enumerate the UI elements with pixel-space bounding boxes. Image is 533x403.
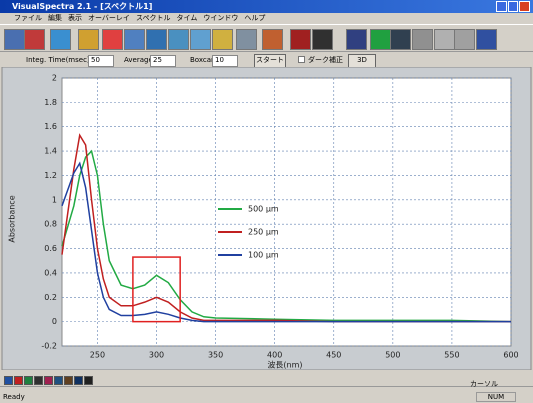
minimize-button[interactable] [496, 1, 507, 12]
y-tick-label: 1.8 [44, 98, 57, 107]
legend-label: 250 µm [248, 228, 279, 237]
toolbar-button[interactable] [190, 29, 211, 50]
color-swatch[interactable] [24, 376, 33, 385]
dark-checkbox-label: ダーク補正 [308, 56, 343, 64]
color-swatch[interactable] [64, 376, 73, 385]
bottom-bar: Ready カーソル NUM [0, 370, 533, 403]
chart: Absorbance 波長(nm) -0.2 0 0.2 0.4 0.6 0.8 1 1.2 1… [1, 67, 532, 370]
dark-checkbox[interactable] [298, 56, 305, 63]
y-tick-label: 0.2 [44, 293, 57, 302]
status-text: Ready [3, 393, 25, 401]
toolbar-button[interactable] [78, 29, 99, 50]
boxcar-label: Boxcar [190, 56, 214, 64]
y-tick-label: 1.4 [44, 147, 57, 156]
legend-label: 500 µm [248, 205, 279, 214]
x-axis-label: 波長(nm) [267, 360, 302, 370]
toolbar-button[interactable] [4, 29, 25, 50]
legend-label: 100 µm [248, 251, 279, 260]
color-swatch[interactable] [84, 376, 93, 385]
toolbar-button[interactable] [50, 29, 71, 50]
toolbar-button[interactable] [262, 29, 283, 50]
color-swatch[interactable] [4, 376, 13, 385]
toolbar-button[interactable] [346, 29, 367, 50]
y-tick-label: 0 [52, 317, 57, 326]
toolbar-button[interactable] [412, 29, 433, 50]
y-tick-label: 1.6 [44, 122, 57, 131]
series-line [61, 161, 511, 323]
toolbar-button[interactable] [236, 29, 257, 50]
toolbar-button[interactable] [212, 29, 233, 50]
x-tick-label: 250 [90, 351, 105, 360]
integ-label: Integ. Time(msec) [26, 56, 90, 64]
y-tick-label: 1 [52, 195, 57, 204]
cursor-label: カーソル [470, 380, 498, 388]
x-tick-label: 550 [444, 351, 459, 360]
menu-item[interactable]: ヘルプ [244, 14, 266, 22]
status-bar: Ready カーソル NUM [0, 380, 533, 403]
menu-bar: ファイル 編集 表示 オーバーレイ スペクトル タイム ウインドウ ヘルプ [0, 13, 533, 24]
toolbar-button[interactable] [146, 29, 167, 50]
color-swatch[interactable] [74, 376, 83, 385]
toolbar [0, 24, 533, 52]
num-indicator: NUM [476, 392, 516, 402]
menu-item[interactable]: ファイル [14, 14, 42, 22]
maximize-button[interactable] [507, 1, 519, 12]
y-tick-label: 2 [52, 74, 57, 83]
menu-item[interactable]: ウインドウ [203, 14, 239, 22]
toolbar-button[interactable] [124, 29, 145, 50]
menu-item[interactable]: オーバーレイ [88, 14, 130, 22]
y-tick-label: 0.6 [44, 244, 57, 253]
y-tick-label: 1.2 [44, 171, 57, 180]
start-button[interactable]: スタート [254, 54, 286, 68]
x-tick-label: 350 [208, 351, 223, 360]
3d-button[interactable]: 3D [348, 54, 376, 68]
color-swatch[interactable] [34, 376, 43, 385]
x-tick-label: 300 [149, 351, 164, 360]
menu-item[interactable]: スペクトル [135, 14, 171, 22]
integ-input[interactable]: 50 [88, 55, 114, 67]
menu-item[interactable]: タイム [176, 14, 198, 22]
menu-item[interactable]: 編集 [48, 14, 62, 22]
toolbar-button[interactable] [290, 29, 311, 50]
x-tick-label: 600 [503, 351, 518, 360]
window-controls [496, 1, 531, 12]
toolbar-button[interactable] [434, 29, 455, 50]
parameter-bar: Integ. Time(msec) 50 Average 25 Boxcar 1… [0, 53, 533, 68]
series-line [61, 149, 512, 323]
toolbar-button[interactable] [370, 29, 391, 50]
y-tick-label: 0.4 [44, 268, 57, 277]
toolbar-button[interactable] [102, 29, 123, 50]
title-bar: VisualSpectra 2.1 - [スペクトル1] [0, 0, 533, 13]
x-tick-label: 450 [326, 351, 341, 360]
y-tick-label: 0.8 [44, 220, 57, 229]
plot-area [61, 77, 512, 347]
toolbar-button[interactable] [24, 29, 45, 50]
toolbar-button[interactable] [454, 29, 475, 50]
window-title: VisualSpectra 2.1 - [スペクトル1] [12, 2, 153, 11]
color-swatch[interactable] [14, 376, 23, 385]
average-label: Average [124, 56, 153, 64]
toolbar-button[interactable] [476, 29, 497, 50]
color-swatch[interactable] [54, 376, 63, 385]
boxcar-input[interactable]: 10 [212, 55, 238, 67]
x-tick-label: 500 [385, 351, 400, 360]
highlight-box [132, 256, 181, 323]
color-swatch[interactable] [44, 376, 53, 385]
close-button[interactable] [519, 1, 531, 12]
toolbar-button[interactable] [312, 29, 333, 50]
x-tick-label: 400 [267, 351, 282, 360]
y-axis-label: Absorbance [8, 195, 17, 242]
menu-item[interactable]: 表示 [68, 14, 82, 22]
y-tick-label: -0.2 [41, 342, 57, 351]
toolbar-button[interactable] [390, 29, 411, 50]
average-input[interactable]: 25 [150, 55, 176, 67]
toolbar-button[interactable] [168, 29, 189, 50]
